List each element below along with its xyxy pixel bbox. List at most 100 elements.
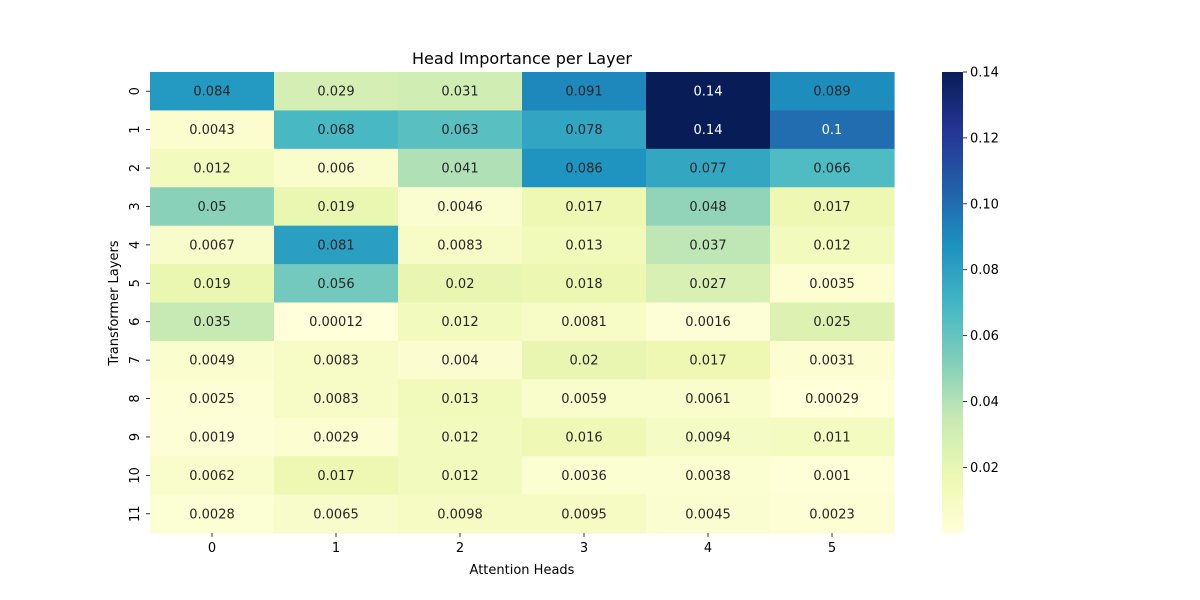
heatmap-cell	[398, 456, 523, 496]
heatmap-cell	[398, 379, 523, 419]
heatmap-cell	[770, 379, 895, 419]
heatmap-cell	[274, 494, 399, 534]
heatmap-cell	[398, 417, 523, 457]
y-tick-label: 4	[128, 241, 143, 249]
colorbar-tick-label: 0.08	[970, 263, 999, 278]
cell-value-label: 0.14	[694, 85, 723, 100]
y-tick-label: 9	[128, 433, 143, 441]
heatmap-cell	[150, 225, 275, 265]
cell-value-label: 0.0094	[685, 430, 731, 445]
x-tick-label: 5	[828, 541, 836, 556]
heatmap-cell	[522, 456, 647, 496]
y-axis-label: Transformer Layers	[107, 240, 122, 366]
cell-value-label: 0.0038	[685, 469, 731, 484]
heatmap-cell-labels: 0.084 0.029 0.031 0.091 0.14 0.089 0.0043 0.068…	[189, 85, 859, 523]
cell-value-label: 0.091	[565, 85, 602, 100]
cell-value-label: 0.019	[317, 200, 354, 215]
heatmap-cell	[646, 187, 771, 227]
heatmap-cell	[646, 340, 771, 380]
heatmap-cell	[522, 264, 647, 304]
cell-value-label: 0.012	[441, 430, 478, 445]
y-tick-label: 8	[128, 394, 143, 402]
cell-value-label: 0.0031	[809, 354, 855, 369]
cell-value-label: 0.0045	[685, 507, 731, 522]
cell-value-label: 0.0059	[561, 392, 607, 407]
heatmap-cell	[150, 456, 275, 496]
cell-value-label: 0.056	[317, 277, 354, 292]
cell-value-label: 0.037	[689, 238, 726, 253]
heatmap-cell	[770, 72, 895, 112]
heatmap-cell	[770, 340, 895, 380]
y-tick-label: 3	[128, 202, 143, 210]
heatmap-cell	[274, 379, 399, 419]
cell-value-label: 0.086	[565, 162, 602, 177]
cell-value-label: 0.078	[565, 123, 602, 138]
x-tick-label: 0	[208, 541, 216, 556]
cell-value-label: 0.0016	[685, 315, 731, 330]
heatmap-cell	[646, 456, 771, 496]
heatmap-cell	[770, 302, 895, 342]
heatmap-cell	[770, 225, 895, 265]
heatmap-cell	[522, 379, 647, 419]
y-tick-label: 1	[128, 125, 143, 133]
heatmap-cell	[150, 264, 275, 304]
x-tick-label: 1	[332, 541, 340, 556]
y-tick-label: 2	[128, 164, 143, 172]
cell-value-label: 0.013	[441, 392, 478, 407]
cell-value-label: 0.0046	[437, 200, 483, 215]
cell-value-label: 0.031	[441, 85, 478, 100]
heatmap-cell	[522, 302, 647, 342]
cell-value-label: 0.019	[193, 277, 230, 292]
x-axis-label: Attention Heads	[470, 563, 575, 578]
cell-value-label: 0.0043	[189, 123, 235, 138]
heatmap-cell	[522, 417, 647, 457]
cell-value-label: 0.077	[689, 162, 726, 177]
colorbar-axis: 0.02 0.04 0.06 0.08 0.10 0.12 0.14	[963, 66, 999, 476]
cell-value-label: 0.025	[813, 315, 850, 330]
cell-value-label: 0.084	[193, 85, 230, 100]
heatmap-cell	[150, 302, 275, 342]
heatmap-cell	[398, 302, 523, 342]
cell-value-label: 0.012	[813, 238, 850, 253]
cell-value-label: 0.012	[441, 469, 478, 484]
colorbar-tick-label: 0.02	[970, 461, 999, 476]
heatmap-cell	[770, 187, 895, 227]
heatmap-cell	[150, 72, 275, 112]
heatmap-cell	[398, 72, 523, 112]
heatmap-cell	[150, 417, 275, 457]
heatmap-cell	[770, 264, 895, 304]
heatmap-cell	[274, 417, 399, 457]
y-tick-label: 0	[128, 87, 143, 95]
cell-value-label: 0.14	[694, 123, 723, 138]
cell-value-label: 0.0023	[809, 507, 855, 522]
colorbar-tick-label: 0.04	[970, 395, 999, 410]
heatmap-cell	[398, 494, 523, 534]
x-tick-label: 4	[704, 541, 712, 556]
heatmap-cell	[274, 302, 399, 342]
cell-value-label: 0.006	[317, 162, 354, 177]
cell-value-label: 0.016	[565, 430, 602, 445]
x-axis: 0 1 2 3 4 5	[208, 533, 836, 556]
cell-value-label: 0.017	[565, 200, 602, 215]
heatmap-cell	[398, 340, 523, 380]
cell-value-label: 0.0067	[189, 238, 235, 253]
cell-value-label: 0.089	[813, 85, 850, 100]
heatmap-cell	[770, 417, 895, 457]
heatmap-cell	[646, 302, 771, 342]
heatmap-cell	[274, 148, 399, 188]
cell-value-label: 0.012	[193, 162, 230, 177]
colorbar-tick-label: 0.06	[970, 329, 999, 344]
cell-value-label: 0.02	[446, 277, 475, 292]
heatmap-cell	[522, 340, 647, 380]
colorbar-tick-label: 0.10	[970, 197, 999, 212]
cell-value-label: 0.0098	[437, 507, 483, 522]
colorbar-tick-label: 0.14	[970, 66, 999, 81]
y-tick-label: 7	[128, 356, 143, 364]
cell-value-label: 0.0028	[189, 507, 235, 522]
heatmap-cell	[398, 187, 523, 227]
cell-value-label: 0.0025	[189, 392, 235, 407]
heatmap-cell	[522, 494, 647, 534]
heatmap-cell	[274, 110, 399, 150]
cell-value-label: 0.035	[193, 315, 230, 330]
heatmap-cell	[274, 264, 399, 304]
